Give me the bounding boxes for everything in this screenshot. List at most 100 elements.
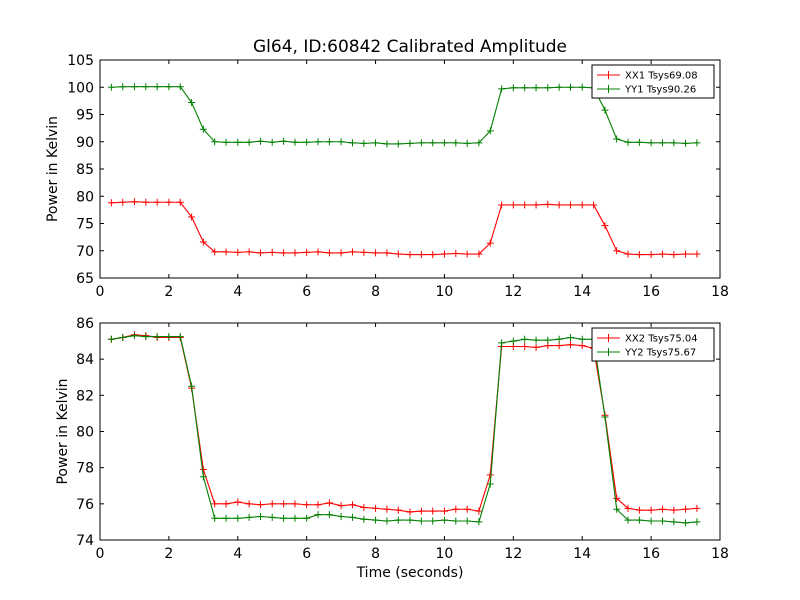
data-point-marker (314, 248, 322, 256)
x-axis-label: Time (seconds) (356, 565, 464, 581)
series-line-2 (111, 86, 697, 145)
legend: XX2 Tsys75.04 YY2 Tsys75.67 (591, 327, 715, 362)
x-tick-label: 6 (302, 284, 311, 300)
data-point-marker (475, 507, 483, 515)
y-axis-label: Power in Kelvin (55, 378, 71, 484)
data-point-marker (521, 335, 529, 343)
data-point-marker (670, 251, 678, 259)
x-tick-label: 14 (573, 284, 591, 300)
data-point-marker (624, 138, 632, 146)
data-point-marker (325, 499, 333, 507)
data-point-marker (245, 248, 253, 256)
data-point-marker (234, 138, 242, 146)
data-point-marker (372, 139, 380, 147)
data-point-marker (429, 517, 437, 525)
legend-marker-swatch (604, 71, 613, 79)
data-point-marker (165, 333, 173, 341)
y-tick-label: 95 (76, 108, 94, 124)
x-tick-label: 10 (436, 546, 454, 562)
data-point-marker (153, 333, 161, 341)
data-point-marker (257, 501, 265, 509)
data-point-marker (463, 139, 471, 147)
data-point-marker (647, 517, 655, 525)
data-point-marker (624, 250, 632, 258)
data-point-marker (521, 84, 529, 92)
data-point-marker (406, 508, 414, 516)
data-point-marker (199, 473, 207, 481)
x-tick-label: 0 (96, 546, 105, 562)
data-point-marker (348, 248, 356, 256)
data-point-marker (107, 335, 115, 343)
y-tick-label: 105 (67, 53, 94, 69)
data-point-marker (429, 251, 437, 259)
data-point-marker (532, 201, 540, 209)
data-point-marker (509, 337, 517, 345)
legend-label: YY2 Tsys75.67 (624, 348, 696, 359)
data-point-marker (555, 335, 563, 343)
data-point-marker (682, 139, 690, 147)
data-point-marker (268, 500, 276, 508)
series-line-2 (111, 335, 697, 524)
data-point-marker (578, 83, 586, 91)
data-point-marker (544, 84, 552, 92)
data-point-marker (153, 198, 161, 206)
data-point-marker (280, 500, 288, 508)
x-tick-label: 0 (96, 284, 105, 300)
data-point-marker (303, 514, 311, 522)
data-point-marker (463, 505, 471, 513)
data-point-marker (337, 138, 345, 146)
data-point-marker (199, 238, 207, 246)
data-point-marker (613, 135, 621, 143)
data-point-marker (314, 501, 322, 509)
data-point-marker (693, 139, 701, 147)
data-point-marker (337, 512, 345, 520)
data-point-marker (440, 139, 448, 147)
data-point-marker (383, 505, 391, 513)
data-point-marker (406, 251, 414, 259)
y-tick-label: 76 (76, 497, 94, 513)
data-point-marker (325, 249, 333, 257)
data-point-marker (142, 198, 150, 206)
data-point-marker (567, 333, 575, 341)
data-point-marker (647, 251, 655, 259)
legend: XX1 Tsys69.08 YY1 Tsys90.26 (591, 64, 715, 99)
data-point-marker (521, 343, 529, 351)
data-point-marker (130, 332, 138, 340)
data-point-marker (682, 505, 690, 513)
data-point-marker (153, 83, 161, 91)
data-point-marker (280, 249, 288, 257)
data-point-marker (348, 139, 356, 147)
data-point-marker (693, 504, 701, 512)
data-point-marker (578, 201, 586, 209)
data-point-marker (417, 139, 425, 147)
data-point-marker (360, 139, 368, 147)
data-point-marker (658, 139, 666, 147)
data-point-marker (635, 506, 643, 514)
y-tick-label: 84 (76, 352, 94, 368)
data-point-marker (670, 139, 678, 147)
top-panel: Gl64, ID:60842 Calibrated Amplitude 0 2 4 6 8… (45, 37, 729, 300)
data-point-marker (452, 139, 460, 147)
data-point-marker (440, 250, 448, 258)
x-tick-label: 16 (642, 546, 660, 562)
data-point-marker (406, 516, 414, 524)
data-point-marker (348, 513, 356, 521)
data-point-marker (234, 248, 242, 256)
x-tick-label: 8 (371, 546, 380, 562)
data-point-marker (303, 138, 311, 146)
data-point-marker (222, 138, 230, 146)
data-point-marker (590, 201, 598, 209)
x-tick-label: 16 (642, 284, 660, 300)
data-point-marker (670, 518, 678, 526)
legend-label: YY1 Tsys90.26 (624, 85, 696, 96)
data-point-marker (291, 138, 299, 146)
data-point-marker (337, 502, 345, 510)
data-point-marker (211, 500, 219, 508)
data-point-marker (245, 500, 253, 508)
data-point-marker (165, 198, 173, 206)
data-point-marker (452, 249, 460, 257)
data-point-marker (188, 99, 196, 107)
data-point-marker (119, 333, 127, 341)
y-tick-label: 80 (76, 189, 94, 205)
